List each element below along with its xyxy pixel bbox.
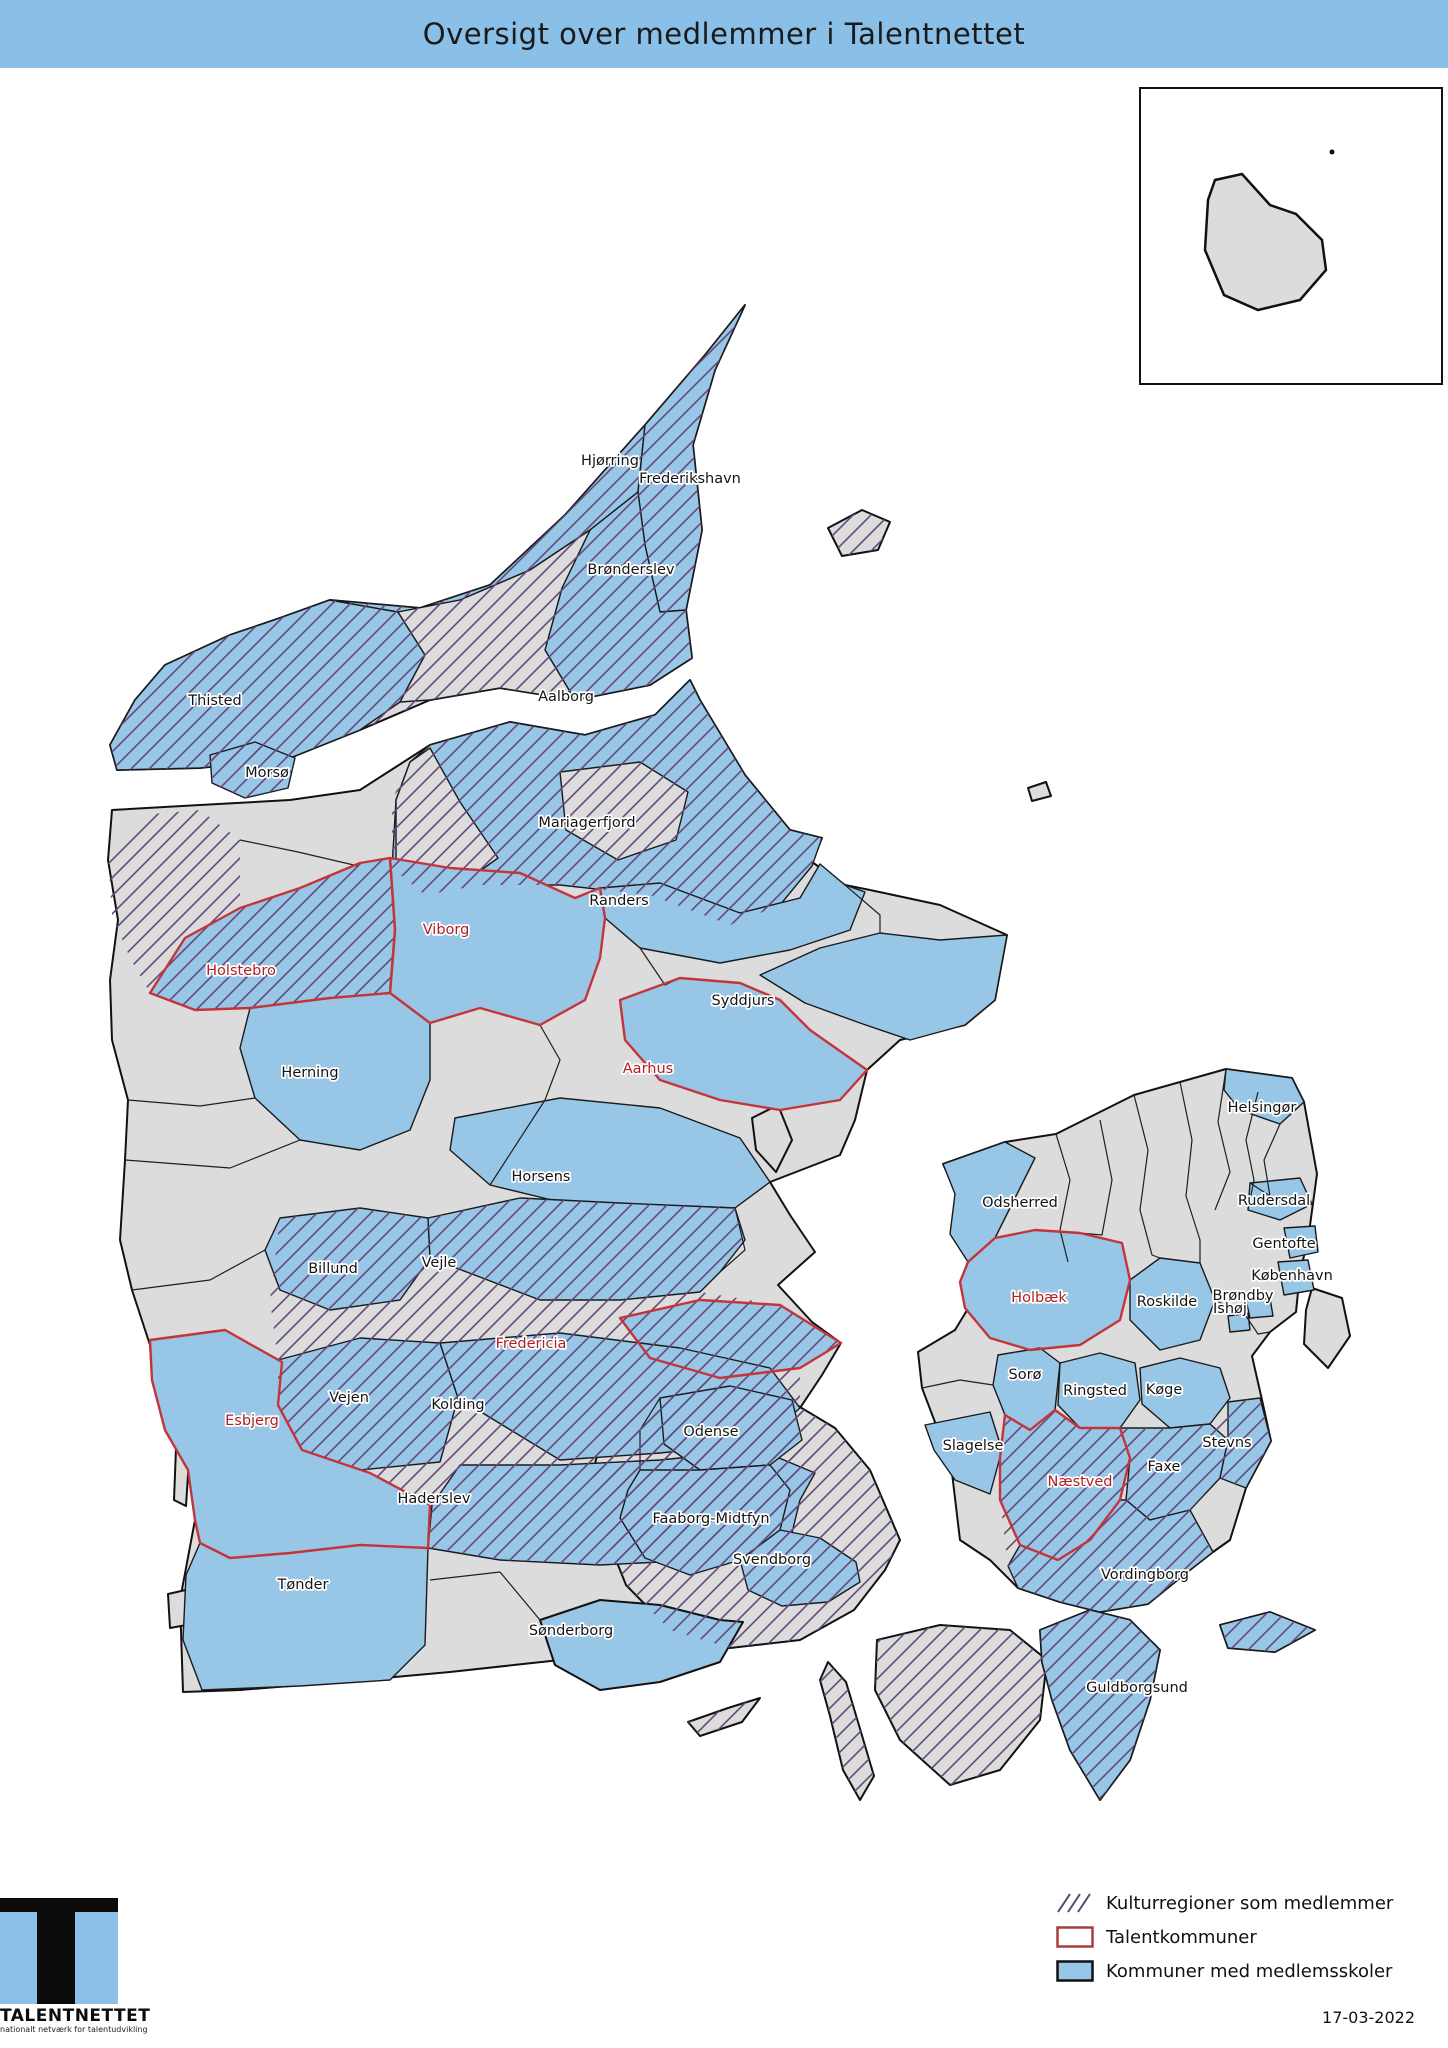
municipality-label-vejle: Vejle <box>422 1255 457 1271</box>
talent-border-esbjerg <box>148 1328 432 1560</box>
talent-border-holstebro <box>148 856 397 1012</box>
region-tonder <box>182 1542 429 1691</box>
region-roskilde <box>1129 1257 1216 1351</box>
legend-label-culture-regions: Kulturregioner som medlemmer <box>1106 1892 1394 1914</box>
talent-border-viborg <box>388 856 607 1027</box>
municipality-label-thisted: Thisted <box>187 693 241 709</box>
municipality-label-hjorring: Hjørring <box>581 453 639 469</box>
talent-border-holbaek <box>958 1228 1132 1352</box>
municipality-label-brondby: Brøndby <box>1213 1288 1274 1304</box>
municipality-label-slagelse: Slagelse <box>943 1438 1004 1454</box>
region-ringsted <box>1057 1352 1141 1429</box>
municipality-label-horsens: Horsens <box>512 1169 571 1185</box>
bornholm-island <box>1203 172 1328 312</box>
land-amager <box>1303 1287 1351 1369</box>
logo-wordmark: TALENTNETTET <box>0 2006 151 2026</box>
municipality-label-soro: Sorø <box>1009 1367 1042 1383</box>
municipality-label-syddjurs: Syddjurs <box>712 993 775 1009</box>
municipality-label-svendborg: Svendborg <box>733 1552 811 1568</box>
municipality-label-viborg: Viborg <box>423 922 470 938</box>
municipality-label-herning: Herning <box>281 1065 338 1081</box>
culture-region-hatching <box>108 305 1315 1800</box>
municipality-label-rudersdal: Rudersdal <box>1238 1193 1310 1209</box>
map-date: 17-03-2022 <box>1322 2008 1415 2027</box>
municipality-label-haderslev: Haderslev <box>398 1491 471 1507</box>
legend-row-talent: Talentkommuner <box>1056 1920 1448 1954</box>
municipality-label-roskilde: Roskilde <box>1137 1294 1198 1310</box>
municipality-label-bronderslev: Brønderslev <box>587 562 675 578</box>
municipality-label-randers: Randers <box>589 893 648 909</box>
municipality-label-guldborgsund: Guldborgsund <box>1086 1680 1188 1696</box>
municipality-label-vordingborg: Vordingborg <box>1101 1567 1189 1583</box>
municipality-label-ishoj: Ishøj <box>1213 1301 1247 1317</box>
municipality-label-frederikshavn: Frederikshavn <box>639 471 741 487</box>
talent-border-aarhus <box>618 976 869 1112</box>
talent-swatch-icon <box>1056 1926 1094 1948</box>
land-anholt <box>1027 781 1052 802</box>
legend-label-members: Kommuner med medlemsskoler <box>1106 1960 1393 1982</box>
municipality-label-faxe: Faxe <box>1148 1459 1181 1475</box>
municipality-label-naestved: Næstved <box>1047 1474 1112 1490</box>
municipality-label-aarhus: Aarhus <box>623 1061 673 1077</box>
municipality-label-odsherred: Odsherred <box>982 1195 1058 1211</box>
hatch-swatch-icon <box>1056 1892 1094 1914</box>
municipality-label-ringsted: Ringsted <box>1063 1383 1127 1399</box>
municipality-label-odense: Odense <box>683 1424 738 1440</box>
legend-label-talent: Talentkommuner <box>1106 1926 1257 1948</box>
bornholm-inset <box>1139 87 1443 385</box>
region-koge <box>1139 1357 1231 1429</box>
municipality-label-mariagerfjord: Mariagerfjord <box>538 815 635 831</box>
logo-tagline: nationalt netværk for talentudvikling <box>0 2025 148 2034</box>
municipality-label-holbaek: Holbæk <box>1011 1290 1067 1306</box>
ertholmene-islet <box>1329 149 1335 155</box>
legend-row-culture-regions: Kulturregioner som medlemmer <box>1056 1886 1448 1920</box>
region-syddjurs <box>759 932 1008 1041</box>
region-brondby <box>1245 1297 1274 1319</box>
municipality-label-kolding: Kolding <box>431 1397 484 1413</box>
municipality-label-tonder: Tønder <box>276 1577 328 1593</box>
inner-borders <box>124 839 1281 1621</box>
legend: Kulturregioner som medlemmer Talentkommu… <box>1056 1886 1448 1988</box>
region-gentofte <box>1283 1225 1319 1259</box>
talentnettet-logo-icon <box>0 1898 118 2004</box>
municipality-label-vejen: Vejen <box>329 1390 369 1406</box>
legend-row-members: Kommuner med medlemsskoler <box>1056 1954 1448 1988</box>
municipality-label-holstebro: Holstebro <box>206 963 276 979</box>
municipality-label-billund: Billund <box>308 1261 358 1277</box>
municipality-label-esbjerg: Esbjerg <box>225 1413 279 1429</box>
municipality-label-koge: Køge <box>1146 1382 1183 1398</box>
municipality-label-fredericia: Fredericia <box>496 1336 567 1352</box>
municipality-label-faaborg-midtfyn: Faaborg-Midtfyn <box>652 1511 769 1527</box>
region-slagelse <box>924 1411 1003 1495</box>
municipality-label-aalborg: Aalborg <box>538 689 594 705</box>
municipality-label-sonderborg: Sønderborg <box>529 1623 613 1639</box>
municipality-label-kobenhavn: København <box>1251 1268 1333 1284</box>
member-swatch-icon <box>1056 1960 1094 1982</box>
municipality-label-stevns: Stevns <box>1202 1435 1251 1451</box>
municipality-label-helsingor: Helsingør <box>1228 1100 1297 1116</box>
page-title: Oversigt over medlemmer i Talentnettet <box>422 17 1026 51</box>
talentnettet-logo: TALENTNETTET nationalt netværk for talen… <box>0 1898 150 2034</box>
title-bar: Oversigt over medlemmer i Talentnettet <box>0 0 1448 68</box>
talent-border-fredericia <box>618 1298 843 1380</box>
region-kobenhavn <box>1277 1259 1315 1296</box>
municipality-label-gentofte: Gentofte <box>1252 1236 1315 1252</box>
municipality-label-morso: Morsø <box>245 765 289 781</box>
talent-borders <box>148 856 1132 1562</box>
talent-border-naestved <box>998 1408 1132 1562</box>
